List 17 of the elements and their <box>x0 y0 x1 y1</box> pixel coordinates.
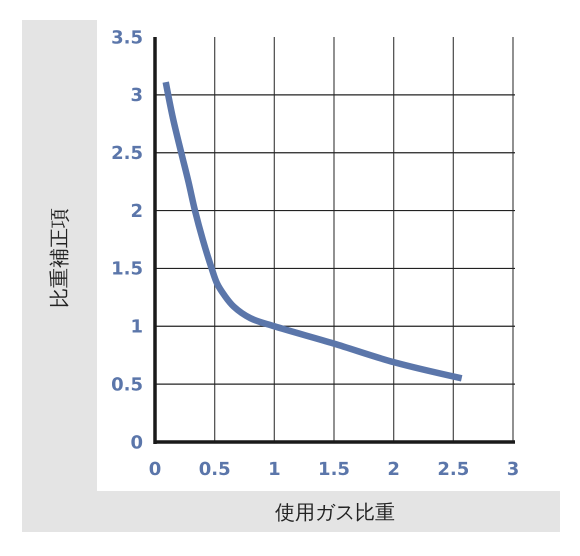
y-tick-label: 3.5 <box>111 27 143 48</box>
x-tick-label: 3 <box>506 459 520 480</box>
x-tick-label: 2.5 <box>437 459 470 480</box>
y-tick-label: 1 <box>130 316 143 338</box>
x-axis-title: 使用ガス比重 <box>275 500 395 524</box>
y-tick-label: 0 <box>130 432 143 454</box>
y-tick-label: 2 <box>130 200 143 222</box>
x-tick-label: 2 <box>387 459 400 480</box>
y-tick-label: 3 <box>130 85 143 106</box>
y-tick-label: 2.5 <box>111 143 143 164</box>
y-tick-label: 1.5 <box>111 258 143 280</box>
y-axis-title: 比重補正項 <box>47 208 71 308</box>
x-tick-label: 0.5 <box>198 459 231 480</box>
x-tick-label: 1.5 <box>318 459 350 480</box>
y-tick-label: 0.5 <box>111 374 143 396</box>
x-tick-label: 0 <box>148 459 162 480</box>
x-tick-label: 1 <box>268 459 281 480</box>
